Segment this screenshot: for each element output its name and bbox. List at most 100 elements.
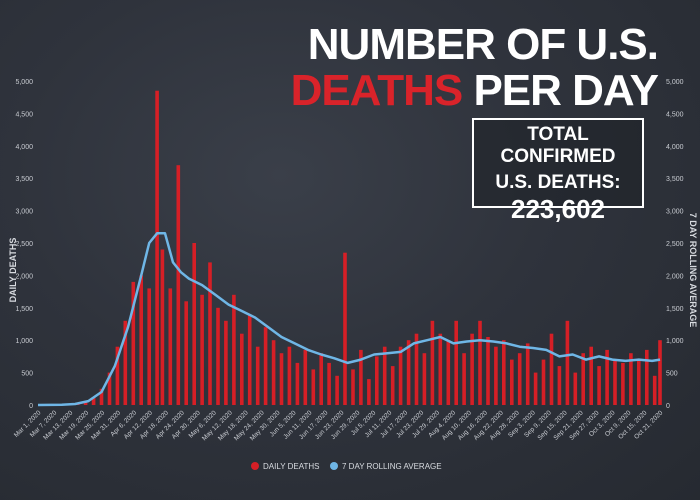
daily-deaths-bar <box>123 320 128 405</box>
daily-deaths-bar <box>422 353 427 405</box>
right-y-tick-label: 3,500 <box>666 176 684 183</box>
left-y-tick-label: 3,000 <box>15 209 33 216</box>
daily-deaths-bar <box>200 294 204 405</box>
daily-deaths-bar <box>597 366 601 405</box>
daily-deaths-bar <box>232 294 236 405</box>
daily-deaths-bar <box>155 90 159 405</box>
daily-deaths-bar <box>533 372 538 405</box>
left-y-tick-label: 4,500 <box>15 111 33 118</box>
daily-deaths-bar <box>351 369 355 405</box>
daily-deaths-bar <box>335 375 339 405</box>
right-y-tick-label: 5,000 <box>666 79 684 86</box>
daily-deaths-bar <box>525 343 530 405</box>
daily-deaths-bar <box>517 353 522 405</box>
right-y-tick-label: 500 <box>666 371 678 378</box>
daily-deaths-bar <box>367 379 371 405</box>
total-label-line2: U.S. DEATHS: <box>495 172 621 193</box>
daily-deaths-bar <box>478 320 482 405</box>
daily-deaths-bar <box>486 337 490 405</box>
daily-deaths-bar <box>629 353 633 405</box>
daily-deaths-bar <box>414 333 419 405</box>
daily-deaths-bar <box>192 243 196 405</box>
left-y-tick-label: 1,500 <box>15 306 33 313</box>
daily-deaths-bar <box>621 362 625 405</box>
daily-deaths-bar <box>438 333 443 405</box>
daily-deaths-bar <box>510 359 514 405</box>
daily-deaths-bar <box>589 346 593 405</box>
daily-deaths-bar <box>263 327 268 405</box>
total-deaths-box: TOTAL CONFIRMED U.S. DEATHS: 223,602 <box>472 118 644 224</box>
daily-deaths-bar <box>176 165 181 405</box>
left-axis-ticks: 0 500 1,000 1,500 2,000 2,500 3,000 3,500 4,000 4… <box>15 79 33 410</box>
right-axis-label: 7 DAY ROLLING AVERAGE <box>688 213 698 328</box>
daily-deaths-bar <box>184 301 188 405</box>
daily-deaths-bar <box>343 252 347 405</box>
daily-deaths-bar <box>271 340 276 405</box>
daily-deaths-bar <box>83 401 88 405</box>
daily-deaths-bar <box>462 353 466 405</box>
daily-deaths-bar <box>390 366 395 405</box>
daily-deaths-bar <box>319 353 323 405</box>
daily-deaths-bar <box>147 288 151 405</box>
left-y-tick-label: 500 <box>21 371 33 378</box>
daily-deaths-bar <box>494 346 498 405</box>
left-y-tick-label: 2,500 <box>15 241 33 248</box>
daily-deaths-bar <box>605 349 609 405</box>
daily-deaths-bar <box>637 359 641 405</box>
left-y-tick-label: 3,500 <box>15 176 33 183</box>
daily-deaths-bar <box>573 372 578 405</box>
daily-deaths-bar <box>99 388 104 405</box>
daily-deaths-bar <box>160 249 165 405</box>
legend: DAILY DEATHS 7 DAY ROLLING AVERAGE <box>251 462 442 471</box>
legend-avg-swatch <box>330 462 338 470</box>
daily-deaths-bar <box>168 288 173 405</box>
daily-deaths-bar <box>107 372 112 405</box>
daily-deaths-bar <box>216 307 220 405</box>
daily-deaths-bar <box>311 369 316 405</box>
rolling-average-line <box>37 232 661 407</box>
left-y-tick-label: 2,000 <box>15 273 33 280</box>
daily-deaths-bar <box>91 397 96 405</box>
daily-deaths-bar <box>470 333 474 405</box>
left-axis-label: DAILY DEATHS <box>8 238 18 303</box>
legend-daily-swatch <box>251 462 259 470</box>
daily-deaths-bar <box>645 349 649 405</box>
chart-title-highlight: DEATHS <box>290 66 464 115</box>
daily-deaths-bar <box>613 359 617 405</box>
right-axis-ticks: 0 500 1,000 1,500 2,000 2,500 3,000 3,500 4,000 4… <box>666 79 684 410</box>
daily-deaths-bar <box>375 356 379 405</box>
daily-deaths-bar <box>131 281 136 405</box>
daily-deaths-bar <box>430 320 435 405</box>
daily-deaths-bar <box>359 349 363 405</box>
daily-deaths-bar <box>295 362 300 405</box>
legend-daily-label: DAILY DEATHS <box>263 462 319 471</box>
daily-deaths-bar <box>255 346 260 405</box>
daily-deaths-bars <box>49 90 662 405</box>
daily-deaths-bar <box>565 320 570 405</box>
right-y-tick-label: 2,000 <box>666 273 684 280</box>
legend-avg-label: 7 DAY ROLLING AVERAGE <box>342 462 442 471</box>
chart-title-line1: NUMBER OF U.S. <box>307 20 659 69</box>
daily-deaths-bar <box>406 340 411 405</box>
daily-deaths-bar <box>541 359 546 405</box>
daily-deaths-bar <box>454 320 458 405</box>
daily-deaths-bar <box>652 375 657 405</box>
daily-deaths-bar <box>208 262 212 405</box>
daily-deaths-bar <box>303 349 308 405</box>
daily-deaths-bar <box>287 346 292 405</box>
daily-deaths-bar <box>247 314 252 405</box>
left-y-tick-label: 0 <box>29 403 33 410</box>
daily-deaths-bar <box>549 333 554 405</box>
daily-deaths-bar <box>279 353 284 405</box>
daily-deaths-bar <box>327 362 331 405</box>
total-label-line1: TOTAL CONFIRMED <box>500 124 616 167</box>
left-y-tick-label: 5,000 <box>15 79 33 86</box>
daily-deaths-bar <box>557 366 562 405</box>
daily-deaths-bar <box>224 320 228 405</box>
right-y-tick-label: 2,500 <box>666 241 684 248</box>
right-y-tick-label: 3,000 <box>666 209 684 216</box>
chart-title-line2: DEATHS PER DAY <box>290 66 659 116</box>
